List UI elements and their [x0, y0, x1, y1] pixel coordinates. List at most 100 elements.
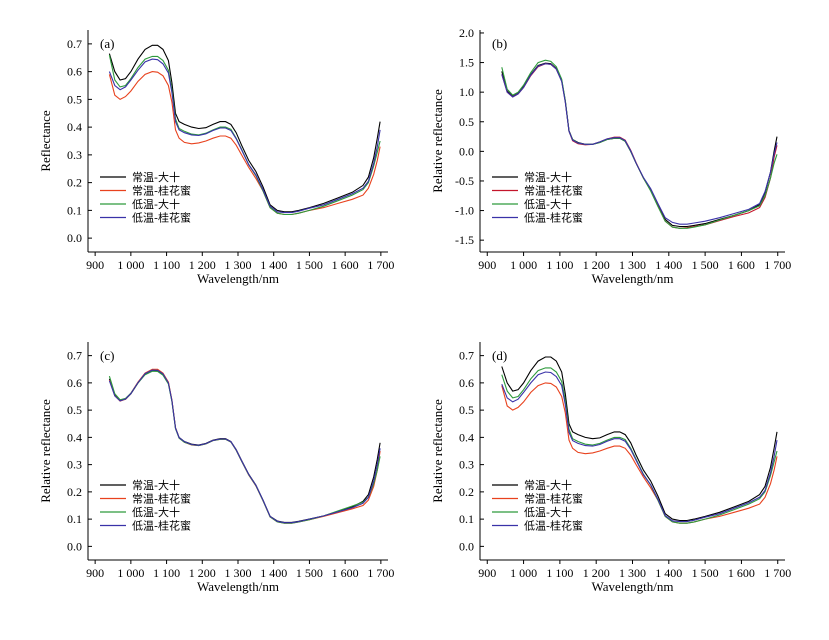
y-tick-label: 0.4: [67, 120, 82, 134]
x-tick-label: 900: [478, 258, 496, 272]
series-line-4: [108, 369, 381, 524]
y-tick-label: 0.2: [459, 485, 474, 499]
y-tick-label: 0.0: [67, 231, 82, 245]
x-tick-label: 1 400: [655, 566, 682, 580]
series-line-3: [501, 367, 778, 524]
y-tick-label: 0.6: [67, 65, 82, 79]
y-tick-label: 0.5: [459, 403, 474, 417]
y-tick-label: 0.2: [67, 176, 82, 190]
x-axis-label: Wavelength/nm: [197, 271, 279, 286]
y-axis-label: Relative reflectance: [38, 399, 53, 503]
y-tick-label: 0.1: [459, 512, 474, 526]
y-tick-label: -0.5: [455, 174, 474, 188]
x-tick-label: 1 400: [260, 566, 287, 580]
legend-label: 常温-桂花蜜: [132, 492, 191, 506]
y-tick-label: 0.7: [459, 349, 474, 363]
x-tick-label: 1 300: [225, 258, 252, 272]
x-tick-label: 1 500: [296, 258, 323, 272]
x-tick-label: 1 600: [728, 566, 755, 580]
y-axis-label: Relative reflectance: [430, 399, 445, 503]
y-tick-label: 0.3: [459, 458, 474, 472]
y-tick-label: 0.4: [459, 430, 474, 444]
axes: [87, 30, 388, 256]
x-tick-label: 1 700: [367, 566, 394, 580]
x-tick-label: 1 200: [583, 258, 610, 272]
legend-label: 常温-大十: [132, 170, 180, 184]
y-tick-label: 0.1: [67, 203, 82, 217]
y-axis-label: Reflectance: [38, 110, 53, 172]
x-tick-label: 1 500: [296, 566, 323, 580]
y-tick-label: 0.1: [67, 512, 82, 526]
legend-label: 低温-大十: [524, 505, 572, 519]
legend-label: 常温-桂花蜜: [524, 492, 583, 506]
x-tick-label: 1 300: [225, 566, 252, 580]
y-tick-label: 0.5: [67, 92, 82, 106]
chart-panel-a: 0.0 0.1 0.2 0.3 0.4 0.5 0.6 0.7 900 1 000 1 100 1 2…: [38, 30, 394, 286]
series-line-2: [501, 382, 778, 524]
x-tick-label: 1 100: [546, 258, 573, 272]
panel-label: (c): [100, 348, 114, 363]
y-tick-label: 0.2: [67, 485, 82, 499]
y-tick-label: 0.5: [67, 403, 82, 417]
x-tick-label: 1 000: [510, 566, 537, 580]
series-line-2: [108, 71, 381, 216]
x-tick-label: 1 200: [189, 258, 216, 272]
x-tick-label: 1 700: [764, 258, 791, 272]
x-tick-label: 1 100: [153, 566, 180, 580]
x-tick-label: 1 400: [260, 258, 287, 272]
panel-label: (b): [492, 36, 507, 51]
legend-label: 常温-大十: [132, 478, 180, 492]
series-line-3: [108, 54, 381, 216]
x-axis-label: Wavelength/nm: [197, 579, 279, 594]
y-tick-label: 1.5: [459, 56, 474, 70]
series-line-4: [108, 58, 381, 214]
panel-label: (a): [100, 36, 114, 51]
x-axis-label: Wavelength/nm: [592, 579, 674, 594]
y-tick-label: -1.0: [455, 204, 474, 218]
chart-panel-d: 0.0 0.1 0.2 0.3 0.4 0.5 0.6 0.7 900 1 000 1 100 1 2…: [430, 342, 791, 594]
y-axis-label: Relative reflectance: [430, 89, 445, 193]
legend-label: 常温-大十: [524, 478, 572, 492]
x-tick-label: 1 300: [619, 258, 646, 272]
chart-panel-b: -1.5 -1.0 -0.5 0.0 0.5 1.0 1.5 2.0 900 1 000 1 100…: [430, 26, 791, 286]
x-tick-label: 1 700: [367, 258, 394, 272]
x-tick-label: 1 400: [655, 258, 682, 272]
x-tick-label: 1 200: [189, 566, 216, 580]
y-tick-label: 0.7: [67, 37, 82, 51]
x-tick-label: 1 600: [332, 258, 359, 272]
axes: [479, 342, 785, 564]
legend-label: 低温-桂花蜜: [132, 519, 191, 533]
y-tick-label: -1.5: [455, 233, 474, 247]
x-tick-label: 1 700: [764, 566, 791, 580]
x-tick-label: 1 500: [692, 258, 719, 272]
x-tick-label: 1 600: [332, 566, 359, 580]
x-tick-label: 1 100: [153, 258, 180, 272]
chart-panel-c: 0.0 0.1 0.2 0.3 0.4 0.5 0.6 0.7 900 1 000 1 100 1 2…: [38, 342, 394, 594]
x-tick-label: 1 000: [510, 258, 537, 272]
y-tick-label: 0.3: [67, 458, 82, 472]
y-tick-label: 0.4: [67, 430, 82, 444]
legend-label: 低温-大十: [132, 505, 180, 519]
y-tick-label: 0.6: [459, 376, 474, 390]
series-line-1: [108, 44, 381, 213]
y-tick-label: 0.7: [67, 349, 82, 363]
x-axis-label: Wavelength/nm: [592, 271, 674, 286]
legend-label: 常温-桂花蜜: [524, 184, 583, 198]
legend-label: 低温-桂花蜜: [524, 519, 583, 533]
y-tick-label: 1.0: [459, 85, 474, 99]
x-tick-label: 1 600: [728, 258, 755, 272]
x-tick-label: 1 100: [546, 566, 573, 580]
x-tick-label: 1 200: [583, 566, 610, 580]
x-tick-label: 1 300: [619, 566, 646, 580]
legend-label: 常温-大十: [524, 170, 572, 184]
series-line-1: [501, 356, 778, 522]
legend-label: 低温-大十: [132, 197, 180, 211]
legend-label: 常温-桂花蜜: [132, 184, 191, 198]
x-tick-label: 900: [86, 258, 104, 272]
y-tick-label: 0.6: [67, 376, 82, 390]
